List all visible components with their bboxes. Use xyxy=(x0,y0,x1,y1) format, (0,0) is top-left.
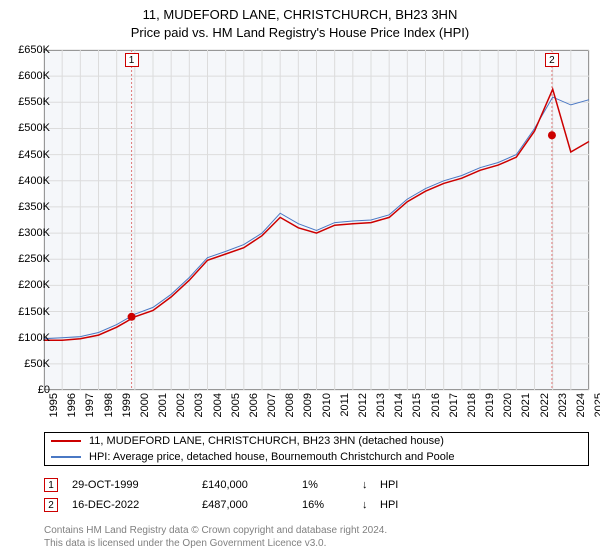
x-tick-label: 1996 xyxy=(66,393,78,417)
legend-swatch xyxy=(51,440,81,442)
x-tick-label: 2008 xyxy=(284,393,296,417)
sales-date: 16-DEC-2022 xyxy=(72,499,202,511)
x-tick-label: 2010 xyxy=(321,393,333,417)
x-tick-label: 2001 xyxy=(157,393,169,417)
sales-row-2: 2 16-DEC-2022£487,00016%↓HPI xyxy=(44,495,589,515)
sales-row-1: 1 29-OCT-1999£140,0001%↓HPI xyxy=(44,475,589,495)
sales-table: 1 29-OCT-1999£140,0001%↓HPI 2 16-DEC-2022£4… xyxy=(44,475,589,515)
plot-area xyxy=(44,50,589,390)
y-tick-label: £300K xyxy=(18,227,50,239)
sale-marker-2: 2 xyxy=(545,53,559,67)
sales-note: HPI xyxy=(380,479,398,491)
x-tick-label: 2019 xyxy=(484,393,496,417)
sale-marker-1: 1 xyxy=(125,53,139,67)
y-tick-label: £250K xyxy=(18,253,50,265)
legend-label: 11, MUDEFORD LANE, CHRISTCHURCH, BH23 3H… xyxy=(89,435,444,447)
sales-diff: 1% xyxy=(302,479,362,491)
sales-row-marker: 1 xyxy=(44,478,58,492)
down-arrow-icon: ↓ xyxy=(362,499,380,511)
y-tick-label: £150K xyxy=(18,306,50,318)
x-tick-label: 1998 xyxy=(103,393,115,417)
x-tick-label: 2025 xyxy=(593,393,600,417)
x-tick-label: 2021 xyxy=(520,393,532,417)
x-tick-label: 2000 xyxy=(139,393,151,417)
y-tick-label: £500K xyxy=(18,122,50,134)
x-tick-label: 2006 xyxy=(248,393,260,417)
x-tick-label: 2020 xyxy=(502,393,514,417)
attribution-line2: This data is licensed under the Open Gov… xyxy=(44,537,589,550)
x-tick-label: 2023 xyxy=(557,393,569,417)
x-tick-label: 2015 xyxy=(411,393,423,417)
y-tick-label: £50K xyxy=(24,358,50,370)
legend-swatch xyxy=(51,456,81,458)
x-tick-label: 2004 xyxy=(212,393,224,417)
line-chart xyxy=(44,50,589,390)
x-tick-label: 2011 xyxy=(339,393,351,417)
x-tick-label: 2012 xyxy=(357,393,369,417)
x-tick-label: 2018 xyxy=(466,393,478,417)
y-tick-label: £400K xyxy=(18,175,50,187)
x-tick-label: 2016 xyxy=(430,393,442,417)
x-tick-label: 2013 xyxy=(375,393,387,417)
sales-note: HPI xyxy=(380,499,398,511)
x-tick-label: 2002 xyxy=(175,393,187,417)
legend-row-hpi: HPI: Average price, detached house, Bour… xyxy=(45,449,588,465)
legend-row-property: 11, MUDEFORD LANE, CHRISTCHURCH, BH23 3H… xyxy=(45,433,588,449)
sales-diff: 16% xyxy=(302,499,362,511)
x-tick-label: 1999 xyxy=(121,393,133,417)
title-line1: 11, MUDEFORD LANE, CHRISTCHURCH, BH23 3H… xyxy=(0,6,600,24)
x-tick-label: 2003 xyxy=(193,393,205,417)
y-tick-label: £550K xyxy=(18,96,50,108)
x-tick-label: 2022 xyxy=(539,393,551,417)
y-tick-label: £350K xyxy=(18,201,50,213)
x-tick-label: 2007 xyxy=(266,393,278,417)
y-tick-label: £600K xyxy=(18,70,50,82)
title-line2: Price paid vs. HM Land Registry's House … xyxy=(0,24,600,42)
x-tick-label: 2017 xyxy=(448,393,460,417)
sales-date: 29-OCT-1999 xyxy=(72,479,202,491)
y-tick-label: £200K xyxy=(18,279,50,291)
x-tick-label: 2024 xyxy=(575,393,587,417)
sales-price: £487,000 xyxy=(202,499,302,511)
legend-label: HPI: Average price, detached house, Bour… xyxy=(89,451,454,463)
y-tick-label: £100K xyxy=(18,332,50,344)
x-tick-label: 1995 xyxy=(48,393,60,417)
x-tick-label: 2005 xyxy=(230,393,242,417)
chart-title: 11, MUDEFORD LANE, CHRISTCHURCH, BH23 3H… xyxy=(0,0,600,41)
x-tick-label: 1997 xyxy=(84,393,96,417)
sales-price: £140,000 xyxy=(202,479,302,491)
sales-row-marker: 2 xyxy=(44,498,58,512)
x-tick-label: 2009 xyxy=(302,393,314,417)
y-tick-label: £450K xyxy=(18,149,50,161)
attribution: Contains HM Land Registry data © Crown c… xyxy=(44,524,589,550)
y-tick-label: £650K xyxy=(18,44,50,56)
attribution-line1: Contains HM Land Registry data © Crown c… xyxy=(44,524,589,537)
legend: 11, MUDEFORD LANE, CHRISTCHURCH, BH23 3H… xyxy=(44,432,589,466)
x-tick-label: 2014 xyxy=(393,393,405,417)
down-arrow-icon: ↓ xyxy=(362,479,380,491)
